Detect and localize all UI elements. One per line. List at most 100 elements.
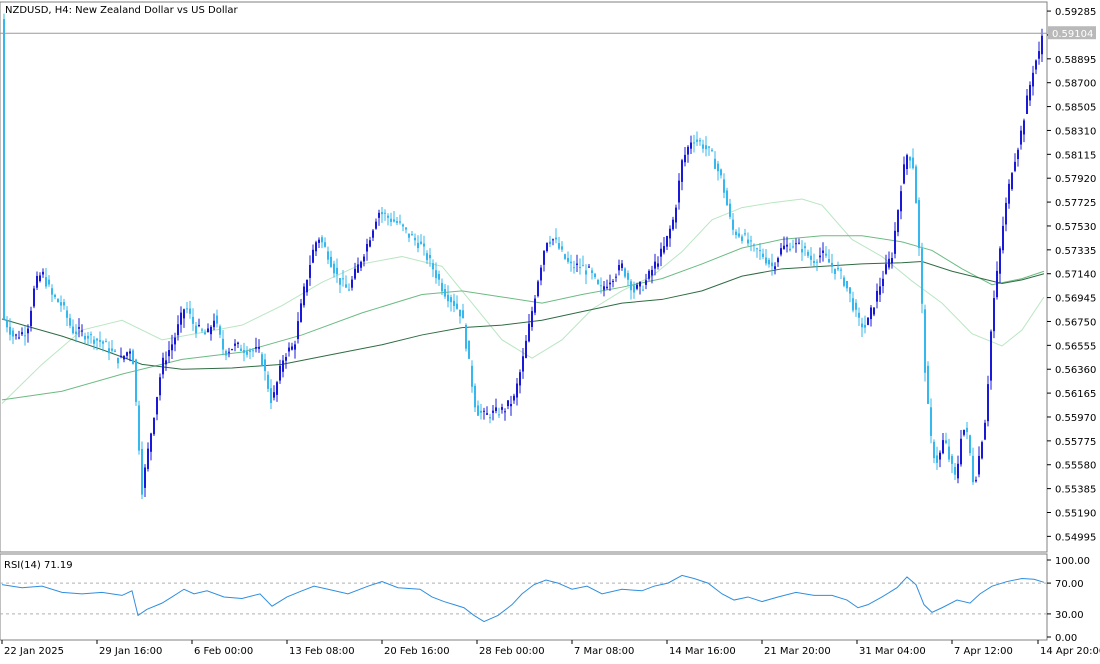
price-candle-body — [381, 212, 383, 215]
price-candle-body — [717, 163, 719, 172]
price-candle-body — [873, 307, 875, 315]
price-candle-body — [486, 413, 488, 415]
price-candle-body — [831, 262, 833, 267]
time-tick-label: 20 Feb 16:00 — [384, 646, 450, 657]
price-candle-body — [864, 324, 866, 328]
price-candle-body — [693, 142, 695, 144]
rsi-tick-label: 100.00 — [1055, 556, 1090, 567]
price-candle-body — [1023, 120, 1025, 135]
price-candle-body — [12, 330, 14, 337]
price-candle-body — [669, 228, 671, 239]
rsi-tick-label: 0.00 — [1055, 633, 1077, 644]
price-candle-body — [387, 215, 389, 218]
current-price-label: 0.59104 — [1052, 29, 1093, 40]
price-candle-body — [240, 348, 242, 351]
price-candle-body — [1008, 183, 1010, 204]
price-candle-body — [954, 466, 956, 475]
price-candle-body — [606, 286, 608, 289]
moving-average-line — [1, 235, 1045, 401]
price-candle-body — [420, 241, 422, 244]
price-candle-body — [963, 429, 965, 435]
price-candle-body — [3, 19, 5, 320]
price-candle-body — [336, 267, 338, 275]
price-candle-body — [231, 349, 233, 351]
price-candle-body — [573, 267, 575, 269]
price-candle-body — [1038, 51, 1040, 59]
price-candle-body — [363, 256, 365, 262]
price-candle-body — [561, 246, 563, 250]
price-candle-body — [198, 325, 200, 327]
price-candle-body — [654, 261, 656, 269]
price-candle-body — [618, 265, 620, 271]
price-tick-label: 0.57140 — [1055, 270, 1096, 281]
price-candle-body — [171, 344, 173, 351]
price-tick-label: 0.57530 — [1055, 222, 1096, 233]
price-candle-body — [945, 440, 947, 443]
price-tick-label: 0.57725 — [1055, 198, 1096, 209]
price-candle-body — [528, 323, 530, 342]
price-candle-body — [780, 248, 782, 255]
price-candle-body — [576, 263, 578, 265]
price-candle-body — [546, 242, 548, 252]
price-candle-body — [396, 221, 398, 223]
price-candle-body — [723, 179, 725, 193]
price-candle-body — [27, 328, 29, 334]
price-candle-body — [1011, 173, 1013, 190]
price-candle-body — [300, 303, 302, 322]
price-candle-body — [297, 321, 299, 340]
price-candle-body — [411, 234, 413, 236]
price-candle-body — [609, 282, 611, 285]
price-candle-body — [258, 346, 260, 349]
price-candle-body — [309, 264, 311, 278]
price-candle-body — [747, 239, 749, 244]
price-candle-body — [843, 277, 845, 286]
price-candle-body — [174, 337, 176, 345]
price-candle-body — [870, 307, 872, 320]
price-candle-body — [756, 248, 758, 250]
price-candle-body — [474, 385, 476, 408]
price-candle-body — [624, 268, 626, 277]
price-candle-body — [630, 281, 632, 291]
price-candle-body — [480, 410, 482, 413]
price-candle-body — [861, 323, 863, 328]
time-tick-label: 7 Apr 12:00 — [954, 646, 1013, 657]
price-tick-label: 0.58505 — [1055, 103, 1096, 114]
price-candle-body — [1026, 95, 1028, 114]
price-candle-body — [939, 452, 941, 460]
price-candle-body — [78, 327, 80, 329]
price-candle-body — [525, 340, 527, 358]
price-candle-body — [792, 246, 794, 248]
price-candle-body — [816, 261, 818, 263]
price-candle-body — [801, 249, 803, 253]
price-candle-body — [762, 253, 764, 258]
price-candle-body — [192, 316, 194, 324]
price-candle-body — [741, 236, 743, 241]
price-candle-body — [66, 310, 68, 318]
price-candle-body — [51, 288, 53, 295]
price-candle-body — [858, 312, 860, 318]
price-candle-body — [243, 349, 245, 353]
price-candle-body — [783, 245, 785, 250]
price-candle-body — [147, 448, 149, 469]
price-candle-body — [471, 365, 473, 387]
price-candle-body — [213, 320, 215, 328]
price-candle-body — [330, 256, 332, 267]
price-candle-body — [327, 251, 329, 260]
price-candle-body — [822, 250, 824, 253]
price-candle-body — [63, 302, 65, 306]
price-candle-body — [687, 146, 689, 155]
time-tick-label: 14 Mar 16:00 — [669, 646, 736, 657]
price-candle-body — [489, 417, 491, 419]
time-tick-label: 22 Jan 2025 — [4, 646, 64, 657]
price-candle-body — [105, 341, 107, 343]
price-candle-body — [99, 340, 101, 342]
price-candle-body — [708, 146, 710, 148]
price-candle-body — [876, 290, 878, 302]
price-candle-body — [765, 257, 767, 264]
price-candle-body — [225, 350, 227, 356]
price-candle-body — [222, 338, 224, 350]
price-candle-body — [930, 407, 932, 436]
price-series — [3, 13, 1043, 500]
price-candle-body — [354, 268, 356, 279]
